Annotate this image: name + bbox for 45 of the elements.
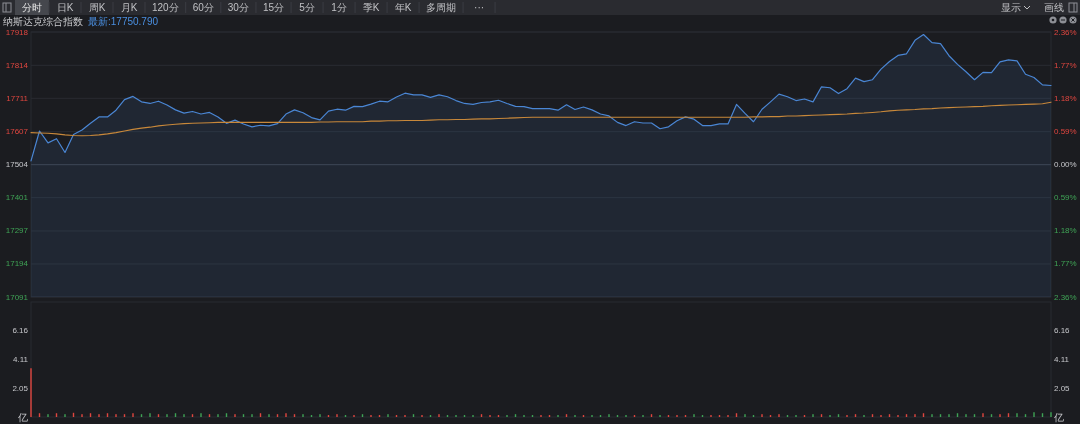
y2-tick-label: 1.77% xyxy=(1054,259,1077,269)
text: 月K xyxy=(120,2,138,13)
y2-tick-label: 亿 xyxy=(1053,411,1064,423)
y-tick-label: 4.11 xyxy=(13,354,29,364)
y-tick-label: 17504 xyxy=(5,160,29,170)
y-tick-label: 亿 xyxy=(17,411,28,423)
y-tick-label: 17297 xyxy=(5,226,29,236)
text: 60分 xyxy=(192,2,214,13)
y-tick-label: 17194 xyxy=(5,259,29,269)
tab-selected: 分时 xyxy=(15,0,49,15)
text: 5分 xyxy=(299,2,315,13)
y2-tick-label: 0.59% xyxy=(1054,126,1077,136)
y2-tick-label: 2.36% xyxy=(1054,292,1077,302)
text: 季K xyxy=(362,2,380,13)
y2-tick-label: 2.36% xyxy=(1054,27,1077,37)
y-tick-label: 17607 xyxy=(5,127,29,137)
text: 30分 xyxy=(227,2,249,13)
y2-tick-label: 1.18% xyxy=(1054,93,1077,103)
y-tick-label: 2.05 xyxy=(12,383,29,393)
text: 1分 xyxy=(331,2,347,13)
y2-tick-label: 2.05 xyxy=(1054,383,1071,393)
chart-subtitle: 最新:17750.790 xyxy=(88,15,159,27)
y-tick-label: 17814 xyxy=(5,60,29,70)
y-tick-label: 17918 xyxy=(5,27,29,37)
y2-tick-label: 4.11 xyxy=(1054,354,1070,364)
y-tick-label: 17711 xyxy=(6,93,29,103)
text: 周K xyxy=(88,2,106,13)
y2-tick-label: 0.00% xyxy=(1054,160,1077,169)
text: 120分 xyxy=(152,2,179,13)
y-tick-label: 6.16 xyxy=(12,326,29,336)
text: 多周期 xyxy=(426,2,457,13)
text: 年K xyxy=(394,2,412,13)
text: 15分 xyxy=(262,2,285,13)
text: 显示 xyxy=(1001,2,1021,13)
text: ··· xyxy=(474,2,485,13)
text: 画线 xyxy=(1044,2,1064,13)
y-tick-label: 17401 xyxy=(5,193,29,203)
y2-tick-label: 6.16 xyxy=(1054,326,1071,336)
y2-tick-label: 1.77% xyxy=(1054,60,1077,70)
text: 日K xyxy=(56,2,74,13)
chart-title: 纳斯达克综合指数 xyxy=(3,15,83,27)
y-tick-label: 17091 xyxy=(5,292,29,302)
y2-tick-label: 0.59% xyxy=(1054,193,1077,203)
y2-tick-label: 1.18% xyxy=(1054,226,1077,236)
line-series xyxy=(30,101,1052,137)
